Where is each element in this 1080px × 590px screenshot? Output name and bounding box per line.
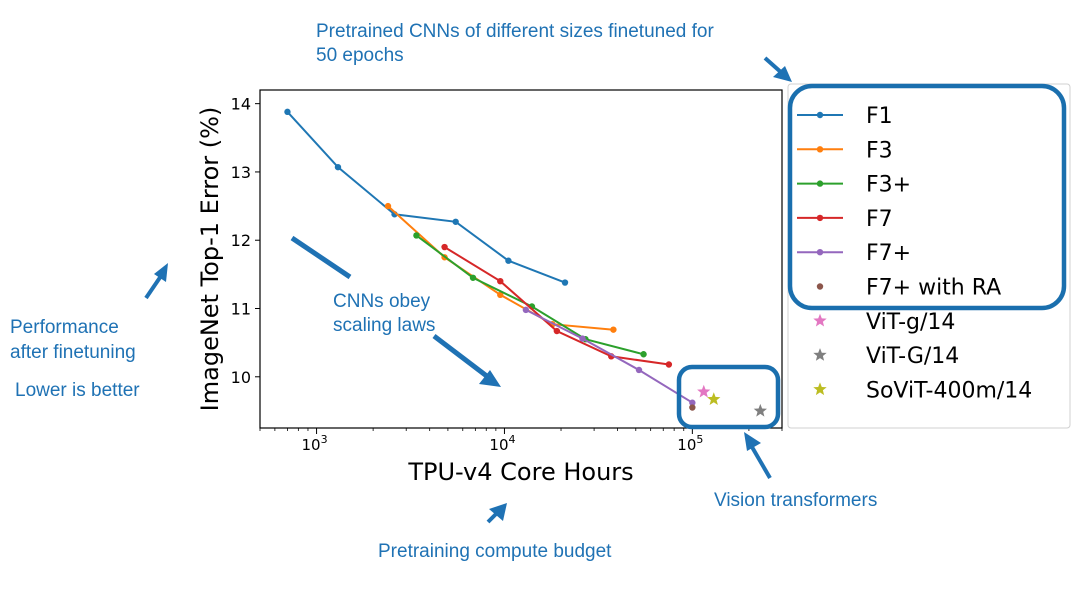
star-point-vit-g-14 — [753, 403, 767, 417]
legend-star-marker — [813, 313, 827, 327]
legend-point-marker — [816, 283, 824, 290]
performance-annotation-line2: after finetuning — [10, 342, 136, 363]
data-point-f7 — [553, 327, 561, 335]
series-layer — [284, 108, 767, 417]
legend-item-vit-g-14: ViT-g/14 — [813, 310, 955, 335]
scaling-annotation-line1: CNNs obey — [333, 291, 431, 312]
data-point-f7 — [522, 306, 530, 314]
x-tick-label: 103 — [302, 433, 328, 454]
legend: F1 F3 F3+ F7 F7+ F7+ with RA ViT-g/14 ViT-G/14 S… — [797, 104, 1032, 403]
data-point-f3 — [469, 274, 477, 281]
compute-budget-annotation: Pretraining compute budget — [378, 541, 612, 562]
legend-point-marker — [816, 180, 824, 187]
legend-star-marker — [813, 382, 827, 396]
y-axis-label: ImageNet Top-1 Error (%) — [196, 107, 224, 412]
legend-label: F7 — [866, 207, 893, 232]
x-tick-label: 105 — [677, 433, 703, 454]
legend-item-f3: F3+ — [797, 173, 911, 198]
legend-point-marker — [816, 111, 824, 119]
legend-item-f1: F1 — [797, 104, 893, 129]
legend-label: F3+ — [866, 173, 911, 198]
cnn-legend-highlight-box — [787, 83, 1067, 311]
cnn-annotation-line1: Pretrained CNNs of different sizes finet… — [316, 21, 714, 42]
arrow-to-vit — [744, 432, 772, 480]
y-tick-label: 12 — [231, 231, 251, 250]
data-point-f3 — [610, 326, 617, 333]
data-point-f1 — [452, 218, 459, 225]
legend-item-f3: F3 — [797, 138, 893, 163]
legend-label: SoViT-400m/14 — [866, 378, 1032, 403]
arrow-scaling-laws — [290, 235, 501, 387]
vit-highlight-box — [676, 364, 781, 430]
series-line-f7 — [525, 309, 693, 404]
series-vit-g-14 — [753, 403, 767, 417]
legend-frame — [787, 83, 1071, 429]
series-line-f3 — [415, 234, 644, 356]
data-point-f1 — [334, 163, 342, 171]
arrow-to-legend — [763, 56, 792, 82]
cnn-annotation-line2: 50 epochs — [316, 45, 404, 66]
y-tick-label: 13 — [231, 163, 251, 182]
legend-point-marker — [816, 146, 824, 153]
x-tick-label: 104 — [489, 433, 515, 454]
legend-label: ViT-G/14 — [866, 344, 959, 369]
legend-point-marker — [816, 214, 824, 222]
series-line-f7 — [444, 246, 670, 366]
legend-item-sovit-400m-14: SoViT-400m/14 — [813, 378, 1032, 403]
data-point-f3 — [384, 202, 392, 210]
x-ticks: 103 104 105 — [259, 428, 783, 454]
y-ticks: 10 11 12 13 14 — [231, 95, 260, 387]
data-point-f7 — [579, 335, 586, 342]
series-f3 — [413, 232, 647, 358]
series-f7-with-ra — [689, 404, 696, 411]
data-point-f7-with-ra — [689, 404, 696, 411]
data-point-f1 — [505, 257, 512, 264]
series-f3 — [384, 202, 617, 333]
legend-label: F7+ with RA — [866, 276, 1001, 301]
series-f7 — [522, 306, 696, 406]
legend-item-f7: F7+ — [797, 241, 911, 266]
legend-item-vit-g-14: ViT-G/14 — [813, 344, 959, 369]
legend-label: F7+ — [866, 241, 911, 266]
legend-point-marker — [816, 249, 824, 256]
data-point-f7 — [665, 361, 673, 368]
series-vit-g-14 — [697, 384, 711, 398]
plot-frame — [259, 89, 783, 429]
legend-label: ViT-g/14 — [866, 310, 955, 335]
y-tick-label: 11 — [231, 300, 251, 319]
legend-label: F1 — [866, 104, 893, 129]
legend-item-f7-with-ra: F7+ with RA — [816, 276, 1001, 301]
star-point-vit-g-14 — [697, 384, 711, 398]
data-point-f3 — [497, 291, 504, 299]
y-tick-label: 10 — [231, 368, 251, 387]
arrow-compute-budget — [486, 503, 507, 524]
data-point-f7 — [497, 277, 504, 285]
data-point-f7 — [635, 366, 643, 374]
data-point-f7 — [441, 243, 448, 251]
series-f7 — [441, 243, 673, 368]
legend-star-marker — [813, 348, 827, 361]
arrow-performance-up — [144, 263, 168, 300]
y-tick-label: 14 — [231, 95, 251, 114]
data-point-f7 — [689, 399, 696, 406]
x-axis-label: TPU-v4 Core Hours — [407, 458, 633, 486]
performance-annotation-line1: Performance — [10, 317, 119, 338]
series-sovit-400m-14 — [707, 392, 721, 405]
lower-is-better-annotation: Lower is better — [15, 380, 140, 401]
data-point-f3 — [640, 351, 647, 358]
data-point-f1 — [284, 108, 291, 116]
annotation-arrows — [144, 56, 792, 524]
scaling-annotation-line2: scaling laws — [333, 315, 435, 336]
legend-item-f7: F7 — [797, 207, 893, 232]
series-line-f1 — [286, 111, 566, 284]
data-point-f3 — [413, 232, 420, 239]
vision-transformers-annotation: Vision transformers — [714, 490, 877, 511]
legend-label: F3 — [866, 138, 893, 163]
star-point-sovit-400m-14 — [707, 392, 721, 405]
series-f1 — [284, 108, 569, 286]
data-point-f1 — [561, 279, 569, 286]
